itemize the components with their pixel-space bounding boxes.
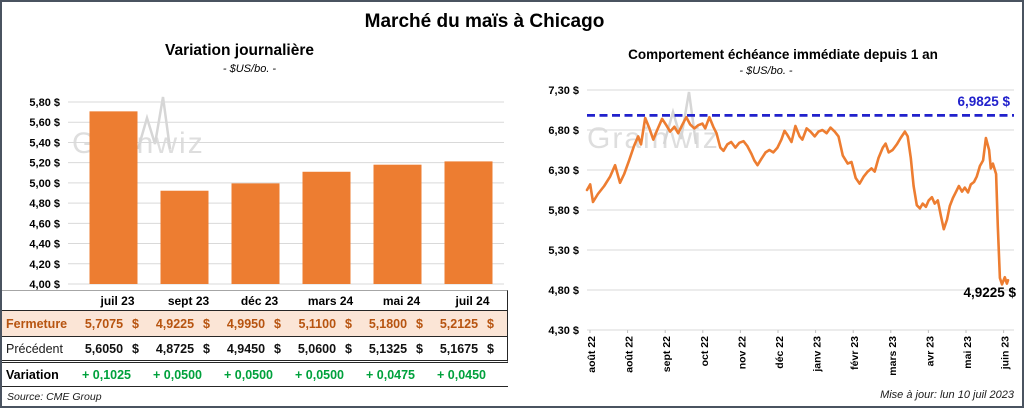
svg-text:4,40 $: 4,40 $ <box>29 239 60 251</box>
previous-value: 5,6050 $ <box>84 341 139 356</box>
svg-text:7,30 $: 7,30 $ <box>548 85 579 97</box>
row-label: Précédent <box>6 341 63 356</box>
svg-text:5,30 $: 5,30 $ <box>548 245 579 257</box>
bar-mai 24 <box>373 164 422 284</box>
svg-text:févr 23: févr 23 <box>849 336 861 370</box>
svg-text:mai 23: mai 23 <box>962 336 974 369</box>
close-value: 5,7075 $ <box>84 316 139 331</box>
update-note: Mise à jour: lun 10 juil 2023 <box>880 389 1014 401</box>
column-header: déc 23 <box>240 293 279 308</box>
svg-text:6,80 $: 6,80 $ <box>548 125 579 137</box>
svg-text:4,20 $: 4,20 $ <box>29 259 60 271</box>
svg-text:5,60 $: 5,60 $ <box>29 117 60 129</box>
column-header: juil 23 <box>100 293 135 308</box>
page-title: Marché du maïs à Chicago <box>364 11 605 32</box>
column-header: mars 24 <box>307 293 354 308</box>
previous-value: 5,1675 $ <box>439 341 494 356</box>
column-header: mai 24 <box>382 293 421 308</box>
previous-value: 4,8725 $ <box>155 341 210 356</box>
bar-juil 23 <box>89 111 138 284</box>
bar-mars 24 <box>302 171 351 284</box>
right-chart-title: Comportement échéance immédiate depuis 1… <box>628 47 938 62</box>
variation-value: + 0,0500 <box>153 367 203 382</box>
column-header: juil 24 <box>455 293 490 308</box>
watermark-spark-icon <box>136 96 172 150</box>
svg-text:juin 23: juin 23 <box>1000 336 1012 370</box>
svg-text:4,80 $: 4,80 $ <box>29 198 60 210</box>
close-value: 5,1100 $ <box>298 316 353 331</box>
reference-value-label: 6,9825 $ <box>957 94 1010 109</box>
previous-value: 4,9450 $ <box>226 341 281 356</box>
row-label: Variation <box>6 367 59 382</box>
last-value-label: 4,9225 $ <box>963 285 1016 300</box>
svg-text:5,80 $: 5,80 $ <box>29 97 60 109</box>
svg-text:avr 23: avr 23 <box>924 336 936 367</box>
price-line <box>585 115 1010 286</box>
svg-text:déc 22: déc 22 <box>774 336 786 369</box>
close-value: 4,9950 $ <box>226 316 281 331</box>
svg-text:6,30 $: 6,30 $ <box>548 165 579 177</box>
previous-value: 5,1325 $ <box>368 341 423 356</box>
previous-value: 5,0600 $ <box>297 341 352 356</box>
futures-table: juil 23 sept 23 déc 23 mars 24 mai 24 ju… <box>2 290 508 387</box>
table-row-variation: Variation + 0,1025 + 0,0500 + 0,0500 + 0… <box>2 363 508 387</box>
left-chart-subtitle: - $US/bo. - <box>222 63 277 75</box>
svg-text:nov 22: nov 22 <box>736 336 748 369</box>
svg-text:août 22: août 22 <box>586 336 598 373</box>
bar-sept 23 <box>160 190 209 284</box>
watermark-spark-icon <box>662 91 698 145</box>
source-note: Source: CME Group <box>7 391 102 403</box>
left-chart-title: Variation journalière <box>164 42 315 59</box>
column-header: sept 23 <box>167 293 210 308</box>
bar-déc 23 <box>231 183 280 284</box>
svg-text:4,80 $: 4,80 $ <box>548 285 579 297</box>
variation-value: + 0,0450 <box>437 367 487 382</box>
svg-text:janv 23: janv 23 <box>812 336 824 373</box>
right-chart-subtitle: - $US/bo. - <box>739 65 793 77</box>
table-header-row: juil 23 sept 23 déc 23 mars 24 mai 24 ju… <box>2 290 508 311</box>
variation-value: + 0,0475 <box>366 367 416 382</box>
svg-text:sept 22: sept 22 <box>661 336 673 372</box>
bar-juil 24 <box>444 161 493 284</box>
svg-text:5,20 $: 5,20 $ <box>29 158 60 170</box>
row-label: Fermeture <box>6 316 68 331</box>
svg-text:4,60 $: 4,60 $ <box>29 218 60 230</box>
svg-text:oct 22: oct 22 <box>699 336 711 367</box>
variation-value: + 0,0500 <box>295 367 345 382</box>
svg-text:5,80 $: 5,80 $ <box>548 205 579 217</box>
close-value: 4,9225 $ <box>155 316 210 331</box>
svg-text:4,00 $: 4,00 $ <box>29 279 60 291</box>
svg-text:août 22: août 22 <box>624 336 636 373</box>
svg-text:mars 23: mars 23 <box>887 336 899 376</box>
svg-text:5,00 $: 5,00 $ <box>29 178 60 190</box>
table-row-close: Fermeture 5,7075 $ 4,9225 $ 4,9950 $ 5,1100… <box>2 311 508 337</box>
table-row-previous: Précédent 5,6050 $ 4,8725 $ 4,9450 $ 5,0600… <box>2 337 508 363</box>
svg-text:4,30 $: 4,30 $ <box>548 325 579 337</box>
variation-value: + 0,0500 <box>224 367 274 382</box>
close-value: 5,2125 $ <box>439 316 494 331</box>
variation-value: + 0,1025 <box>82 367 132 382</box>
close-value: 5,1800 $ <box>368 316 423 331</box>
svg-text:5,40 $: 5,40 $ <box>29 137 60 149</box>
